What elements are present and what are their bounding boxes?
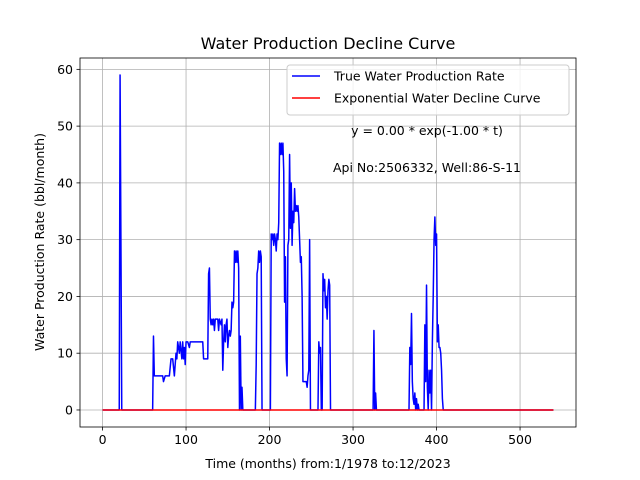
x-tick-label: 100 <box>174 432 198 447</box>
x-tick-label: 300 <box>341 432 365 447</box>
x-tick-label: 200 <box>258 432 282 447</box>
y-tick-label: 30 <box>57 232 73 247</box>
legend-frame <box>286 64 570 116</box>
y-tick-label: 60 <box>57 62 73 77</box>
y-tick-label: 40 <box>57 175 73 190</box>
x-tick-label: 0 <box>99 432 107 447</box>
annotation-well: Api No:2506332, Well:86-S-11 <box>333 160 521 175</box>
x-tick-label: 400 <box>425 432 449 447</box>
y-tick-label: 0 <box>65 402 73 417</box>
y-axis-label: Water Production Rate (bbl/month) <box>32 133 47 351</box>
legend-label: True Water Production Rate <box>333 69 505 84</box>
legend-label: Exponential Water Decline Curve <box>334 91 541 106</box>
annotation-equation: y = 0.00 * exp(-1.00 * t) <box>351 123 503 138</box>
series-group <box>102 74 554 411</box>
series-line-true-water-production-rate <box>102 74 554 411</box>
x-axis-ticks: 0 100 200 300 400 500 <box>99 427 532 447</box>
y-tick-label: 20 <box>57 289 73 304</box>
legend: True Water Production Rate Exponential Wa… <box>286 64 570 116</box>
x-axis-label: Time (months) from:1/1978 to:12/2023 <box>204 456 450 471</box>
plot-frame <box>79 57 577 428</box>
y-tick-label: 10 <box>57 346 73 361</box>
chart-title: Water Production Decline Curve <box>201 34 456 53</box>
x-tick-label: 500 <box>508 432 532 447</box>
y-tick-label: 50 <box>57 119 73 134</box>
y-axis-ticks: 0 10 20 30 40 50 60 <box>57 62 80 417</box>
